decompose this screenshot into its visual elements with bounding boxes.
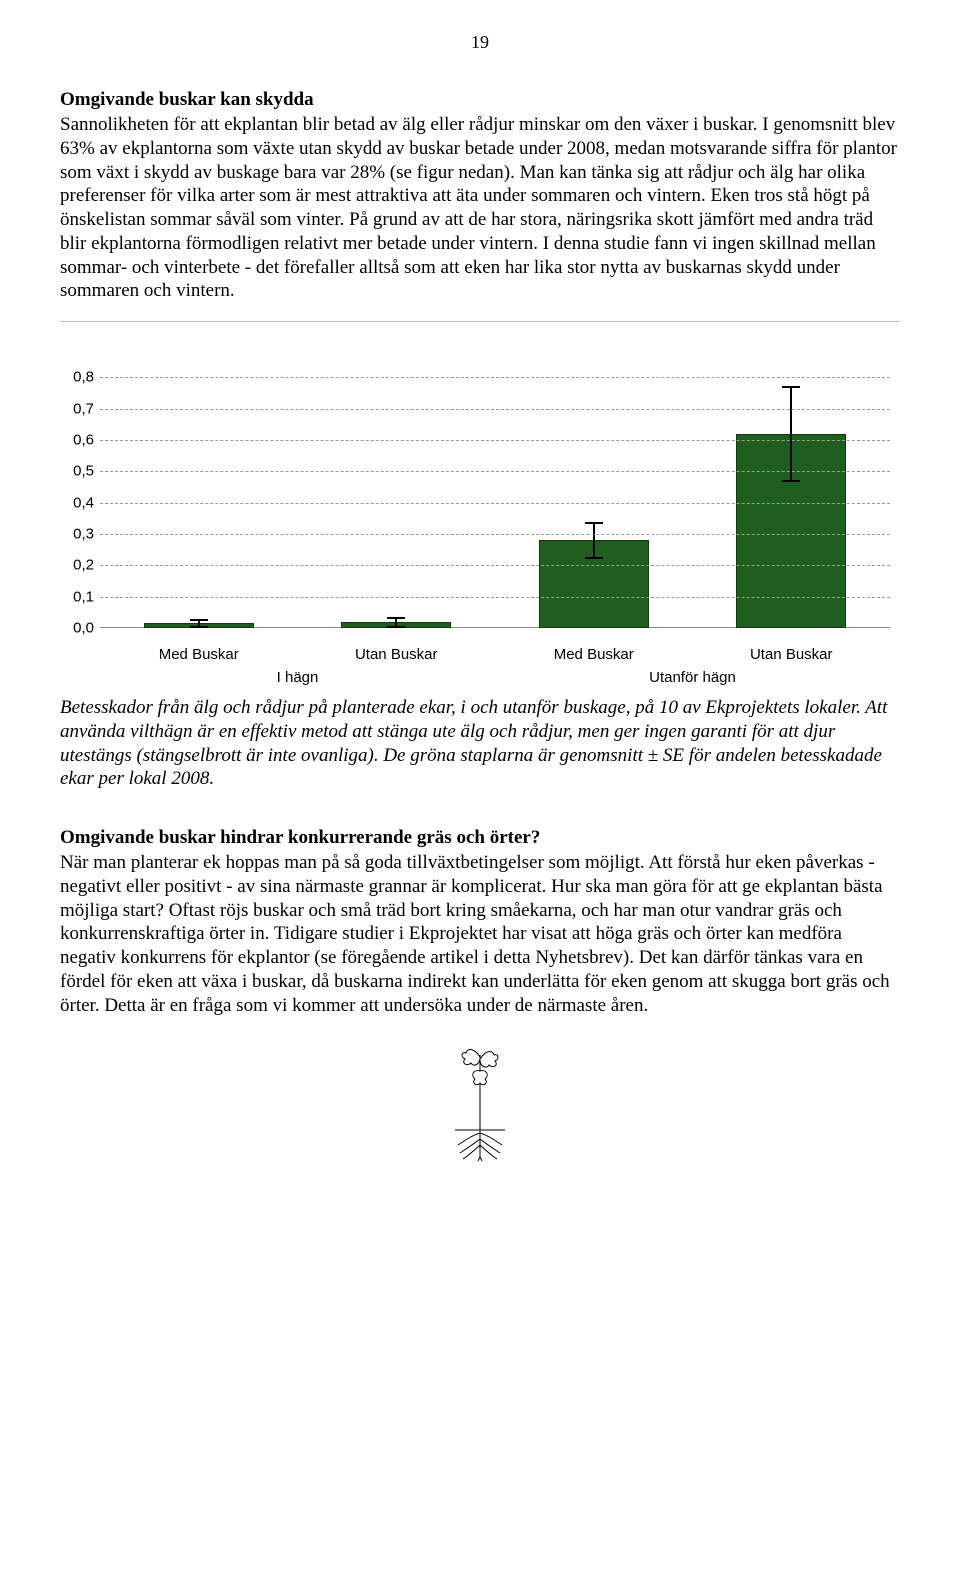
bar-slot xyxy=(100,346,298,628)
x-label: Utan Buskar xyxy=(298,646,496,663)
section1-body: Sannolikheten för att ekplantan blir bet… xyxy=(60,113,900,303)
page-number: 19 xyxy=(60,32,900,53)
y-tick-label: 0,0 xyxy=(60,620,94,637)
y-tick-label: 0,5 xyxy=(60,463,94,480)
section2-body: När man planterar ek hoppas man på så go… xyxy=(60,851,900,1017)
section2-heading: Omgivande buskar hindrar konkurrerande g… xyxy=(60,827,900,849)
bar-slot xyxy=(298,346,496,628)
x-axis-labels: Med Buskar Utan Buskar Med Buskar Utan B… xyxy=(100,646,890,663)
group-labels: I hägn Utanför hägn xyxy=(100,669,890,686)
y-tick-label: 0,4 xyxy=(60,494,94,511)
x-label: Med Buskar xyxy=(100,646,298,663)
group-label: Utanför hägn xyxy=(495,669,890,686)
bar-slot xyxy=(495,346,693,628)
divider-above-chart xyxy=(60,321,900,322)
y-tick-label: 0,1 xyxy=(60,588,94,605)
y-tick-label: 0,3 xyxy=(60,526,94,543)
section1-heading: Omgivande buskar kan skydda xyxy=(60,89,900,111)
oak-seedling-illustration xyxy=(60,1035,900,1170)
bar-slot xyxy=(693,346,891,628)
y-tick-label: 0,7 xyxy=(60,400,94,417)
y-tick-label: 0,8 xyxy=(60,369,94,386)
figure-caption: Betesskador från älg och rådjur på plant… xyxy=(60,696,900,791)
bar-chart: 0,0 0,1 0,2 0,3 0,4 0,5 0,6 0,7 0,8 Med Buskar U… xyxy=(60,346,890,686)
y-tick-label: 0,6 xyxy=(60,432,94,449)
group-label: I hägn xyxy=(100,669,495,686)
x-label: Utan Buskar xyxy=(693,646,891,663)
x-label: Med Buskar xyxy=(495,646,693,663)
y-tick-label: 0,2 xyxy=(60,557,94,574)
